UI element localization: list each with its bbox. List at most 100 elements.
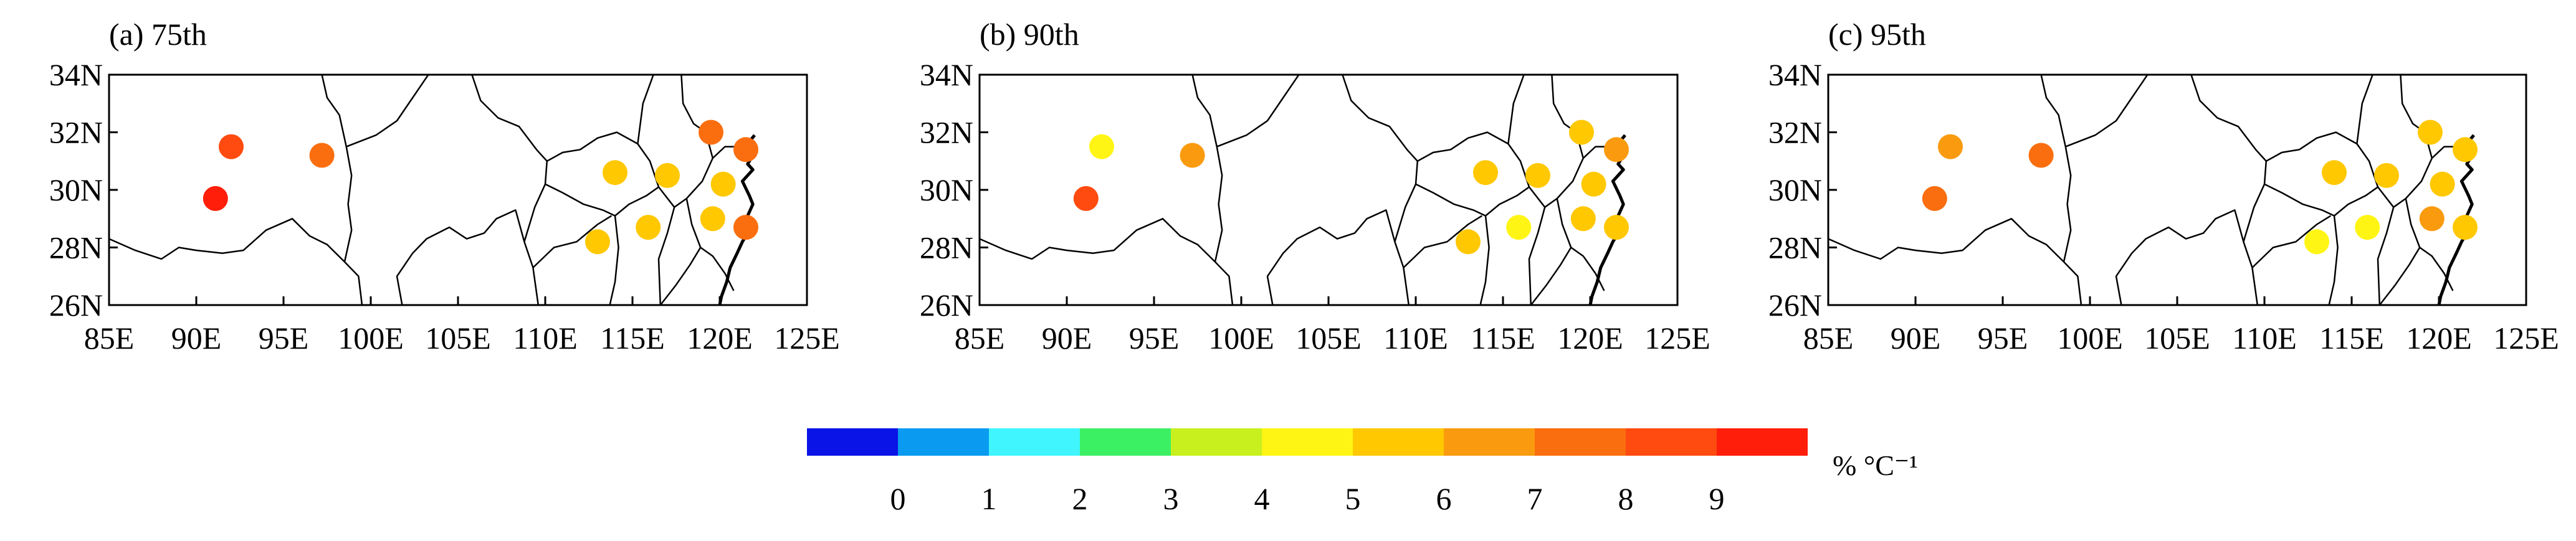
boundary-line bbox=[346, 74, 429, 148]
boundary-line bbox=[2405, 198, 2454, 291]
station-marker bbox=[2453, 137, 2478, 162]
boundary-line bbox=[471, 74, 548, 242]
station-marker bbox=[1581, 171, 1606, 197]
boundary-line bbox=[1266, 209, 1410, 306]
station-marker bbox=[1604, 137, 1629, 162]
lat-tick-label: 26N bbox=[1768, 288, 1822, 322]
lat-tick-label: 34N bbox=[1768, 57, 1822, 92]
boundary-line bbox=[545, 131, 660, 217]
colorbar-segment bbox=[1535, 428, 1626, 456]
lon-tick-label: 100E bbox=[338, 321, 404, 355]
lon-tick-label: 110E bbox=[1383, 321, 1448, 355]
boundary-line bbox=[2251, 215, 2332, 268]
colorbar-segment bbox=[1080, 428, 1171, 456]
lat-tick-label: 34N bbox=[49, 57, 103, 92]
lat-tick-label: 28N bbox=[1768, 230, 1822, 265]
boundary-line bbox=[532, 215, 613, 268]
panel-title: (b) 90th bbox=[980, 17, 1079, 52]
lon-tick-label: 105E bbox=[2144, 321, 2210, 355]
map-panel-95th: (c) 95th 85E 90E 95E 100E 105E 110E 115E 120E 125… bbox=[1768, 17, 2559, 355]
lon-tick-label: 115E bbox=[600, 321, 665, 355]
boundary-line bbox=[609, 215, 619, 306]
lat-tick-label: 28N bbox=[49, 230, 103, 265]
lon-tick-label: 100E bbox=[2057, 321, 2123, 355]
lat-tick-label: 26N bbox=[920, 288, 973, 322]
boundary-line bbox=[1216, 74, 1300, 148]
station-marker bbox=[1604, 215, 1629, 240]
colorbar-tick-label: 1 bbox=[981, 481, 997, 516]
lon-tick-label: 105E bbox=[1295, 321, 1362, 355]
station-marker bbox=[710, 171, 736, 197]
map-panel-75th: (a) 75th 85E 90E 95E 100E 105E 110E 115E 120E 125… bbox=[49, 17, 840, 355]
lat-tick-label: 32N bbox=[920, 115, 973, 150]
station-markers bbox=[1073, 120, 1629, 255]
colorbar-segment bbox=[898, 428, 989, 456]
lon-tick-label: 90E bbox=[171, 321, 222, 355]
station-marker bbox=[1180, 143, 1205, 168]
colorbar-tick-label: 9 bbox=[1709, 481, 1725, 516]
boundary-line bbox=[2400, 74, 2433, 159]
boundary-line bbox=[659, 247, 702, 306]
map-panel-90th: (b) 90th 85E 90E 95E 100E 105E 110E 115E 120E 125… bbox=[920, 17, 1710, 355]
lon-tick-label: 85E bbox=[84, 321, 135, 355]
lon-tick-label: 120E bbox=[2406, 321, 2472, 355]
boundary-line bbox=[2190, 74, 2268, 242]
province-boundaries bbox=[108, 74, 737, 306]
boundary-line bbox=[2040, 74, 2082, 306]
colorbar-segment bbox=[1717, 428, 1808, 456]
panel-title: (c) 95th bbox=[1828, 17, 1926, 52]
boundary-line bbox=[685, 198, 735, 291]
lon-tick-label: 115E bbox=[2319, 321, 2384, 355]
boundary-line bbox=[1403, 215, 1483, 268]
colorbar-segment bbox=[807, 428, 898, 456]
station-marker bbox=[1922, 186, 1947, 211]
colorbar-segment bbox=[1353, 428, 1444, 456]
lon-tick-label: 90E bbox=[1042, 321, 1092, 355]
boundary-line bbox=[1828, 218, 2064, 263]
station-marker bbox=[636, 215, 661, 240]
station-marker bbox=[1570, 206, 1596, 232]
station-marker bbox=[1569, 120, 1594, 145]
boundary-line bbox=[108, 218, 345, 263]
boundary-line bbox=[657, 207, 675, 306]
station-marker bbox=[700, 206, 725, 232]
boundary-line bbox=[1528, 207, 1546, 306]
lon-tick-label: 85E bbox=[955, 321, 1005, 355]
boundary-line bbox=[1530, 247, 1572, 306]
boundary-line bbox=[1191, 74, 1234, 306]
lat-tick-label: 26N bbox=[49, 288, 103, 322]
lat-tick-label: 30N bbox=[49, 172, 103, 207]
boundary-line bbox=[1342, 74, 1419, 242]
boundary-line bbox=[2264, 131, 2379, 217]
lon-tick-label: 125E bbox=[774, 321, 840, 355]
station-marker bbox=[2430, 171, 2455, 197]
station-marker bbox=[655, 162, 680, 188]
lon-tick-label: 120E bbox=[1557, 321, 1623, 355]
lat-tick-label: 28N bbox=[920, 230, 973, 265]
station-marker bbox=[2028, 143, 2054, 168]
lon-tick-label: 125E bbox=[1644, 321, 1710, 355]
boundary-line bbox=[2328, 215, 2339, 306]
station-marker bbox=[603, 160, 627, 186]
station-marker bbox=[2322, 160, 2347, 186]
colorbar-unit: % °C⁻¹ bbox=[1833, 449, 1918, 481]
colorbar-segment bbox=[1444, 428, 1535, 456]
station-marker bbox=[2374, 162, 2399, 188]
colorbar-tick-label: 6 bbox=[1436, 481, 1452, 516]
station-marker bbox=[203, 186, 228, 211]
station-marker bbox=[2419, 206, 2445, 232]
boundary-line bbox=[979, 218, 1216, 263]
station-marker bbox=[1525, 162, 1550, 188]
lon-tick-label: 120E bbox=[687, 321, 753, 355]
lat-tick-label: 30N bbox=[1768, 172, 1822, 207]
lon-tick-label: 95E bbox=[1978, 321, 2028, 355]
lat-tick-label: 32N bbox=[49, 115, 103, 150]
colorbar-segment bbox=[989, 428, 1080, 456]
boundary-line bbox=[2115, 209, 2259, 306]
station-marker bbox=[1089, 134, 1114, 159]
boundary-line bbox=[637, 74, 654, 144]
lon-tick-label: 85E bbox=[1803, 321, 1854, 355]
lon-tick-label: 115E bbox=[1471, 321, 1535, 355]
panel-title: (a) 75th bbox=[109, 17, 207, 52]
lon-tick-label: 105E bbox=[425, 321, 491, 355]
